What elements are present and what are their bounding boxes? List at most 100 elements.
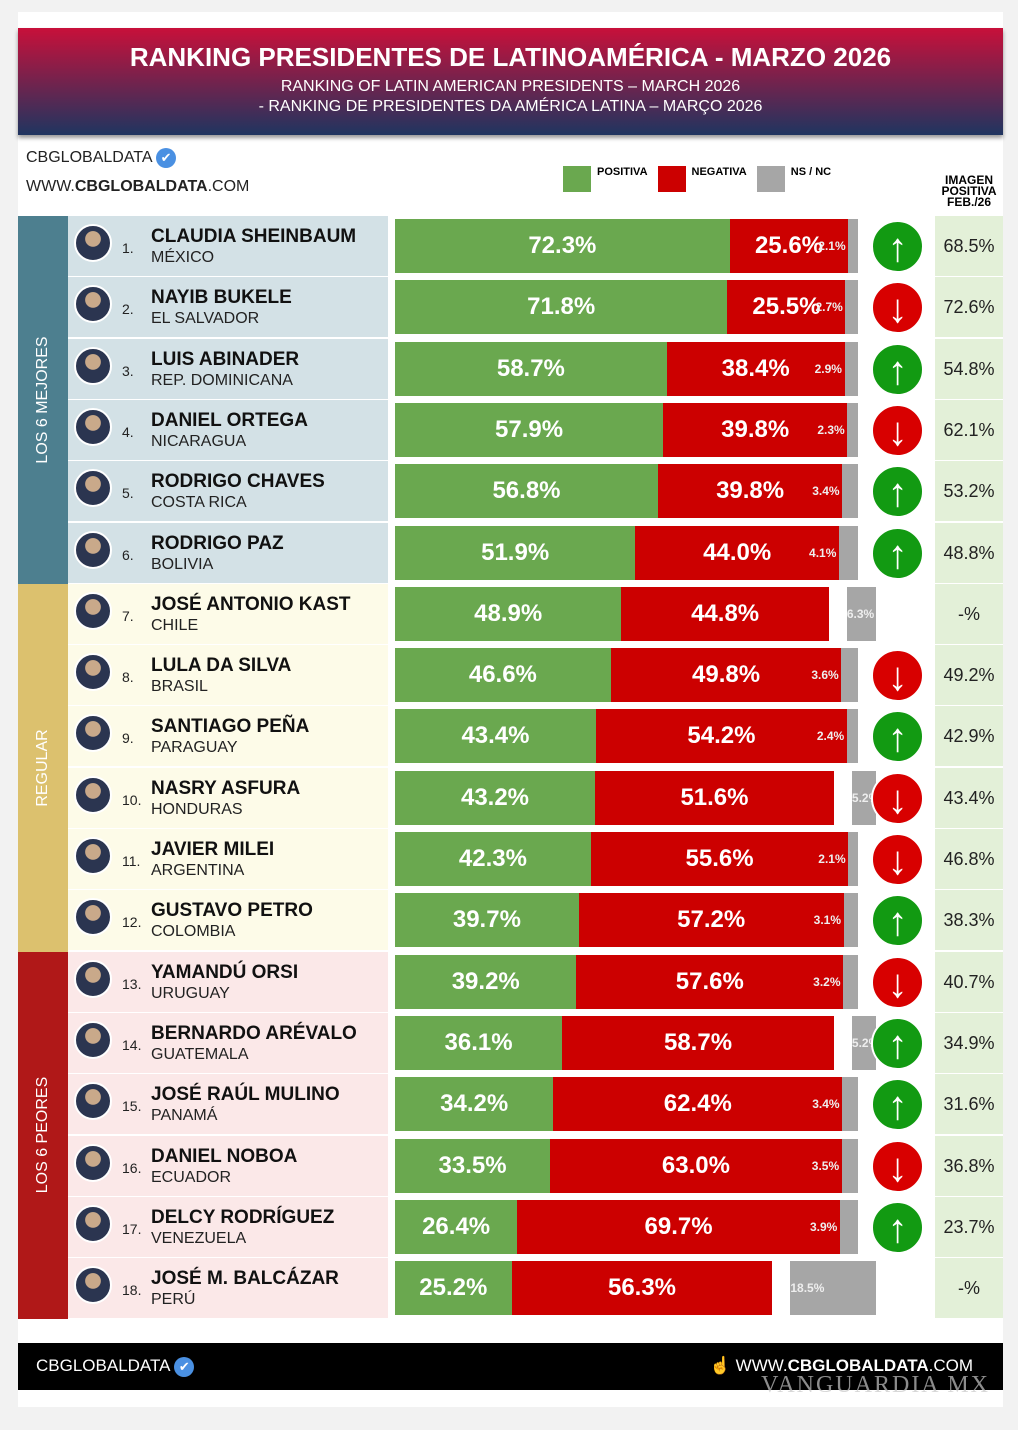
- bar-negativa: 62.4%: [553, 1077, 843, 1132]
- president-info: 7. JOSÉ ANTONIO KAST CHILE: [68, 583, 388, 645]
- trend-up-icon: ↑: [871, 526, 924, 580]
- stacked-bar: 43.4% 54.2% 2.4%: [395, 709, 858, 764]
- bar-ns: 18.5%: [790, 1261, 876, 1316]
- bar-negativa: 51.6%: [595, 770, 834, 825]
- country: VENEZUELA: [151, 1229, 247, 1247]
- bar-positiva: 42.3%: [395, 832, 591, 886]
- prev-positive-image: 43.4%: [935, 767, 1003, 829]
- bar-ns: 2.9%: [814, 341, 858, 396]
- president-info: 13. YAMANDÚ ORSI URUGUAY: [68, 951, 388, 1013]
- president-info: 4. DANIEL ORTEGA NICARAGUA: [68, 399, 388, 461]
- president-photo: [74, 653, 112, 692]
- country: REP. DOMINICANA: [151, 371, 293, 389]
- table-row: 16. DANIEL NOBOA ECUADOR 33.5% 63.0% 3.5…: [18, 1135, 1003, 1197]
- president-info: 11. JAVIER MILEI ARGENTINA: [68, 829, 388, 890]
- brand-url[interactable]: WWW.CBGLOBALDATA.COM: [26, 178, 249, 196]
- bar-negativa: 39.8%: [663, 402, 848, 457]
- president-name: BERNARDO ARÉVALO: [151, 1022, 357, 1044]
- president-photo: [74, 1143, 112, 1182]
- rank: 2.: [122, 301, 134, 318]
- bar-ns: 3.4%: [812, 464, 858, 519]
- country: COLOMBIA: [151, 923, 236, 941]
- president-info: 9. SANTIAGO PEÑA PARAGUAY: [68, 706, 388, 768]
- group-band: LOS 6 PEORES: [18, 951, 68, 1320]
- bar-positiva: 39.7%: [395, 893, 579, 948]
- rank: 15.: [122, 1098, 142, 1115]
- prev-positive-image: -%: [935, 583, 1003, 645]
- bar-positiva: 51.9%: [395, 525, 636, 580]
- group-band: REGULAR: [18, 583, 68, 952]
- rank: 5.: [122, 485, 134, 502]
- rank: 8.: [122, 669, 134, 686]
- footer: CBGLOBALDATA ✔ ☝ WWW.CBGLOBALDATA.COM: [18, 1343, 1003, 1390]
- president-name: GUSTAVO PETRO: [151, 900, 313, 922]
- president-info: 14. BERNARDO ARÉVALO GUATEMALA: [68, 1012, 388, 1074]
- bar-negativa: 58.7%: [562, 1015, 834, 1070]
- bar-ns: 3.1%: [813, 893, 858, 948]
- bar-ns: 2.1%: [818, 219, 858, 273]
- president-name: CLAUDIA SHEINBAUM: [151, 226, 357, 247]
- president-name: JOSÉ RAÚL MULINO: [151, 1084, 340, 1106]
- president-photo: [74, 1266, 112, 1305]
- rank: 6.: [122, 546, 134, 563]
- stacked-bar: 39.2% 57.6% 3.2%: [395, 954, 858, 1009]
- country: NICARAGUA: [151, 432, 247, 450]
- trend-up-icon: ↑: [871, 710, 924, 764]
- bar-ns: 3.6%: [811, 648, 858, 703]
- trend-down-icon: ↓: [871, 649, 924, 703]
- rank: 3.: [122, 362, 134, 379]
- verified-icon: ✔: [174, 1356, 195, 1377]
- country: ARGENTINA: [151, 862, 245, 879]
- president-name: NAYIB BUKELE: [151, 287, 292, 309]
- rank: 1.: [122, 240, 134, 256]
- table-row: 1. CLAUDIA SHEINBAUM MÉXICO 72.3% 25.6% …: [18, 216, 1003, 277]
- trend-down-icon: ↓: [871, 833, 924, 886]
- bar-positiva: 36.1%: [395, 1015, 563, 1070]
- president-info: 2. NAYIB BUKELE EL SALVADOR: [68, 277, 388, 339]
- trend-up-icon: ↑: [871, 342, 924, 396]
- stacked-bar: 43.2% 51.6% 5.2%: [395, 770, 876, 825]
- table-row: 11. JAVIER MILEI ARGENTINA 42.3% 55.6% 2…: [18, 829, 1003, 890]
- prev-positive-image: 38.3%: [935, 890, 1003, 952]
- rank: 7.: [122, 607, 134, 624]
- prev-positive-image: 31.6%: [935, 1074, 1003, 1136]
- trend-up-icon: ↑: [871, 894, 924, 948]
- prev-positive-image: 40.7%: [935, 951, 1003, 1013]
- president-photo: [74, 1204, 112, 1243]
- president-photo: [74, 346, 112, 385]
- footer-url[interactable]: ☝ WWW.CBGLOBALDATA.COM: [709, 1356, 973, 1375]
- president-info: 6. RODRIGO PAZ BOLIVIA: [68, 522, 388, 584]
- group-band: LOS 6 MEJORES: [18, 216, 68, 584]
- stacked-bar: 36.1% 58.7% 5.2%: [395, 1015, 876, 1070]
- prev-positive-image: 46.8%: [935, 829, 1003, 890]
- country: PANAMÁ: [151, 1107, 218, 1125]
- bar-ns: 2.1%: [818, 832, 858, 886]
- prev-positive-image: 68.5%: [935, 216, 1003, 277]
- verified-icon: ✔: [156, 148, 177, 168]
- table-row: 9. SANTIAGO PEÑA PARAGUAY 43.4% 54.2% 2.…: [18, 706, 1003, 768]
- table-row: 10. NASRY ASFURA HONDURAS 43.2% 51.6% 5.…: [18, 767, 1003, 829]
- bar-positiva: 72.3%: [395, 219, 730, 273]
- legend-positiva: POSITIVA: [563, 166, 648, 192]
- table-row: 14. BERNARDO ARÉVALO GUATEMALA 36.1% 58.…: [18, 1012, 1003, 1074]
- table-row: 4. DANIEL ORTEGA NICARAGUA 57.9% 39.8% 2…: [18, 399, 1003, 461]
- bar-ns: 2.7%: [815, 280, 858, 335]
- bar-ns: 6.3%: [846, 586, 876, 641]
- president-photo: [74, 837, 112, 875]
- stacked-bar: 46.6% 49.8% 3.6%: [395, 648, 858, 703]
- country: ECUADOR: [151, 1168, 232, 1186]
- trend-up-icon: ↑: [871, 1078, 924, 1132]
- president-info: 17. DELCY RODRÍGUEZ VENEZUELA: [68, 1196, 388, 1258]
- country: PARAGUAY: [151, 739, 238, 757]
- table-row: 5. RODRIGO CHAVES COSTA RICA 56.8% 39.8%…: [18, 461, 1003, 523]
- rank: 14.: [122, 1036, 142, 1053]
- bar-positiva: 43.2%: [395, 770, 596, 825]
- president-photo: [74, 898, 112, 937]
- bar-positiva: 39.2%: [395, 954, 577, 1009]
- bar-positiva: 25.2%: [395, 1261, 512, 1316]
- header: RANKING PRESIDENTES DE LATINOAMÉRICA - M…: [18, 28, 1003, 135]
- bar-negativa: 49.8%: [610, 648, 842, 703]
- prev-column-header: IMAGEN POSITIVA FEB./26: [941, 173, 997, 209]
- brand: CBGLOBALDATA ✔ WWW.CBGLOBALDATA.COM: [26, 148, 249, 196]
- stacked-bar: 58.7% 38.4% 2.9%: [395, 341, 858, 396]
